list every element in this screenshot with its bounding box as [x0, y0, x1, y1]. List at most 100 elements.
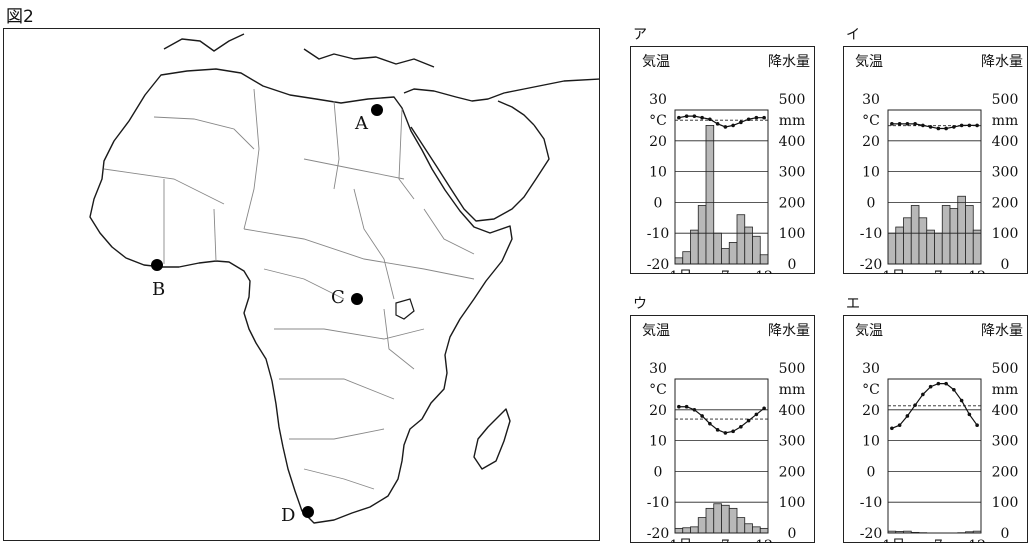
precip-tick-label: 400	[992, 134, 1019, 150]
figure-title: 図2	[6, 7, 34, 27]
precip-bar	[895, 226, 904, 265]
temp-unit: °C	[649, 113, 667, 129]
point-a-label: A	[355, 113, 368, 134]
temp-unit: °C	[649, 382, 667, 398]
gulf-coast	[497, 100, 535, 126]
month-tick-label: 1月	[669, 269, 692, 274]
temp-point	[723, 125, 728, 129]
temp-tick-label: 10	[862, 165, 880, 181]
precip-bar	[713, 503, 722, 534]
precip-tick-label: 100	[992, 495, 1019, 511]
africa-map: A B C D	[3, 28, 600, 541]
temp-point	[762, 406, 766, 411]
temp-point	[913, 403, 917, 407]
precip-tick-label: 400	[779, 403, 806, 419]
precip-bar	[903, 217, 912, 265]
climograph-i: イ 気温 降水量 30 500 20 400 10 300 0 200 -10 100 -20 0 °C mm…	[843, 24, 1028, 274]
temp-tick-label: 10	[649, 434, 667, 450]
country-borders	[103, 88, 475, 490]
precip-bar	[759, 254, 769, 265]
temp-axis-label: 気温	[642, 323, 670, 339]
temp-axis-label: 気温	[642, 54, 670, 70]
temp-point	[715, 428, 720, 432]
precip-tick-label: 100	[992, 226, 1019, 242]
temp-point	[952, 387, 956, 392]
temp-point	[921, 392, 925, 397]
temp-axis-label: 気温	[855, 54, 883, 70]
precip-tick-label: 500	[779, 361, 806, 377]
precip-bar	[736, 517, 746, 534]
climograph-e: エ 気温 降水量 30 500 20 400 10 300 0 200 -10 100 -20 0 °C mm…	[843, 293, 1028, 543]
temp-tick-label: 20	[649, 403, 667, 419]
panel-label: イ	[846, 27, 860, 43]
precip-tick-label: 0	[788, 526, 797, 542]
precip-tick-label: 500	[779, 92, 806, 108]
precip-bar	[690, 229, 699, 265]
precip-tick-label: 500	[992, 361, 1019, 377]
plot-frame	[674, 378, 769, 534]
climograph-svg: 気温 降水量 30 500 20 400 10 300 0 200 -10 100 -20 0 °C mm 1月…	[642, 323, 810, 543]
month-tick-label: 1月	[882, 538, 905, 543]
precip-bar	[957, 195, 966, 265]
point-d-label: D	[281, 505, 296, 526]
panel-label: ア	[633, 27, 647, 43]
precip-unit: mm	[992, 382, 1019, 398]
precip-bar	[682, 251, 691, 265]
month-tick-label: 12	[755, 269, 773, 274]
precip-bar	[941, 205, 951, 265]
precip-bar	[972, 229, 982, 265]
precip-tick-label: 0	[788, 257, 797, 273]
temp-point	[700, 115, 704, 120]
precip-tick-label: 300	[779, 434, 806, 450]
month-tick-label: 12	[968, 269, 986, 274]
temp-point	[677, 115, 681, 120]
temp-tick-label: 0	[867, 464, 876, 480]
precip-tick-label: 200	[779, 464, 806, 480]
temp-tick-label: -20	[860, 526, 883, 542]
temp-point	[708, 421, 712, 426]
temp-point	[746, 418, 751, 423]
temp-point	[928, 384, 933, 389]
temp-point	[913, 122, 917, 126]
temp-point	[715, 122, 720, 126]
temp-point	[952, 125, 956, 129]
temp-point	[890, 122, 894, 126]
precip-unit: mm	[992, 113, 1019, 129]
madagascar	[473, 408, 511, 470]
temp-tick-label: 30	[862, 361, 880, 377]
temp-point	[746, 117, 751, 122]
precip-tick-label: 200	[992, 464, 1019, 480]
temp-point	[905, 122, 910, 126]
temp-point	[897, 122, 902, 126]
red-sea-east	[410, 124, 550, 222]
month-tick-label: 7	[934, 269, 943, 274]
temp-tick-label: -20	[647, 526, 670, 542]
temp-unit: °C	[862, 113, 880, 129]
precip-bar	[674, 527, 684, 534]
temp-point	[739, 120, 743, 125]
temp-point	[890, 426, 894, 431]
temp-unit: °C	[862, 382, 880, 398]
temp-point	[723, 431, 728, 435]
precip-bar	[887, 232, 897, 265]
temp-point	[936, 126, 941, 131]
temp-point	[731, 123, 735, 128]
precip-bar	[721, 248, 730, 265]
temp-point	[975, 423, 979, 427]
month-tick-label: 1月	[669, 538, 692, 543]
precip-bar	[728, 507, 738, 534]
precip-unit: mm	[779, 382, 806, 398]
europe-coast	[163, 33, 435, 68]
temp-point	[692, 114, 697, 118]
precip-bar	[697, 517, 707, 534]
precip-bar	[949, 208, 959, 265]
precip-bar	[728, 242, 738, 265]
precip-axis-label: 降水量	[981, 54, 1023, 70]
temp-point	[754, 115, 759, 120]
temp-tick-label: 0	[654, 464, 663, 480]
temp-tick-label: -20	[860, 257, 883, 273]
temp-line	[891, 383, 978, 429]
precip-tick-label: 0	[1001, 526, 1010, 542]
precip-bar	[918, 217, 928, 265]
temp-point	[944, 126, 948, 131]
